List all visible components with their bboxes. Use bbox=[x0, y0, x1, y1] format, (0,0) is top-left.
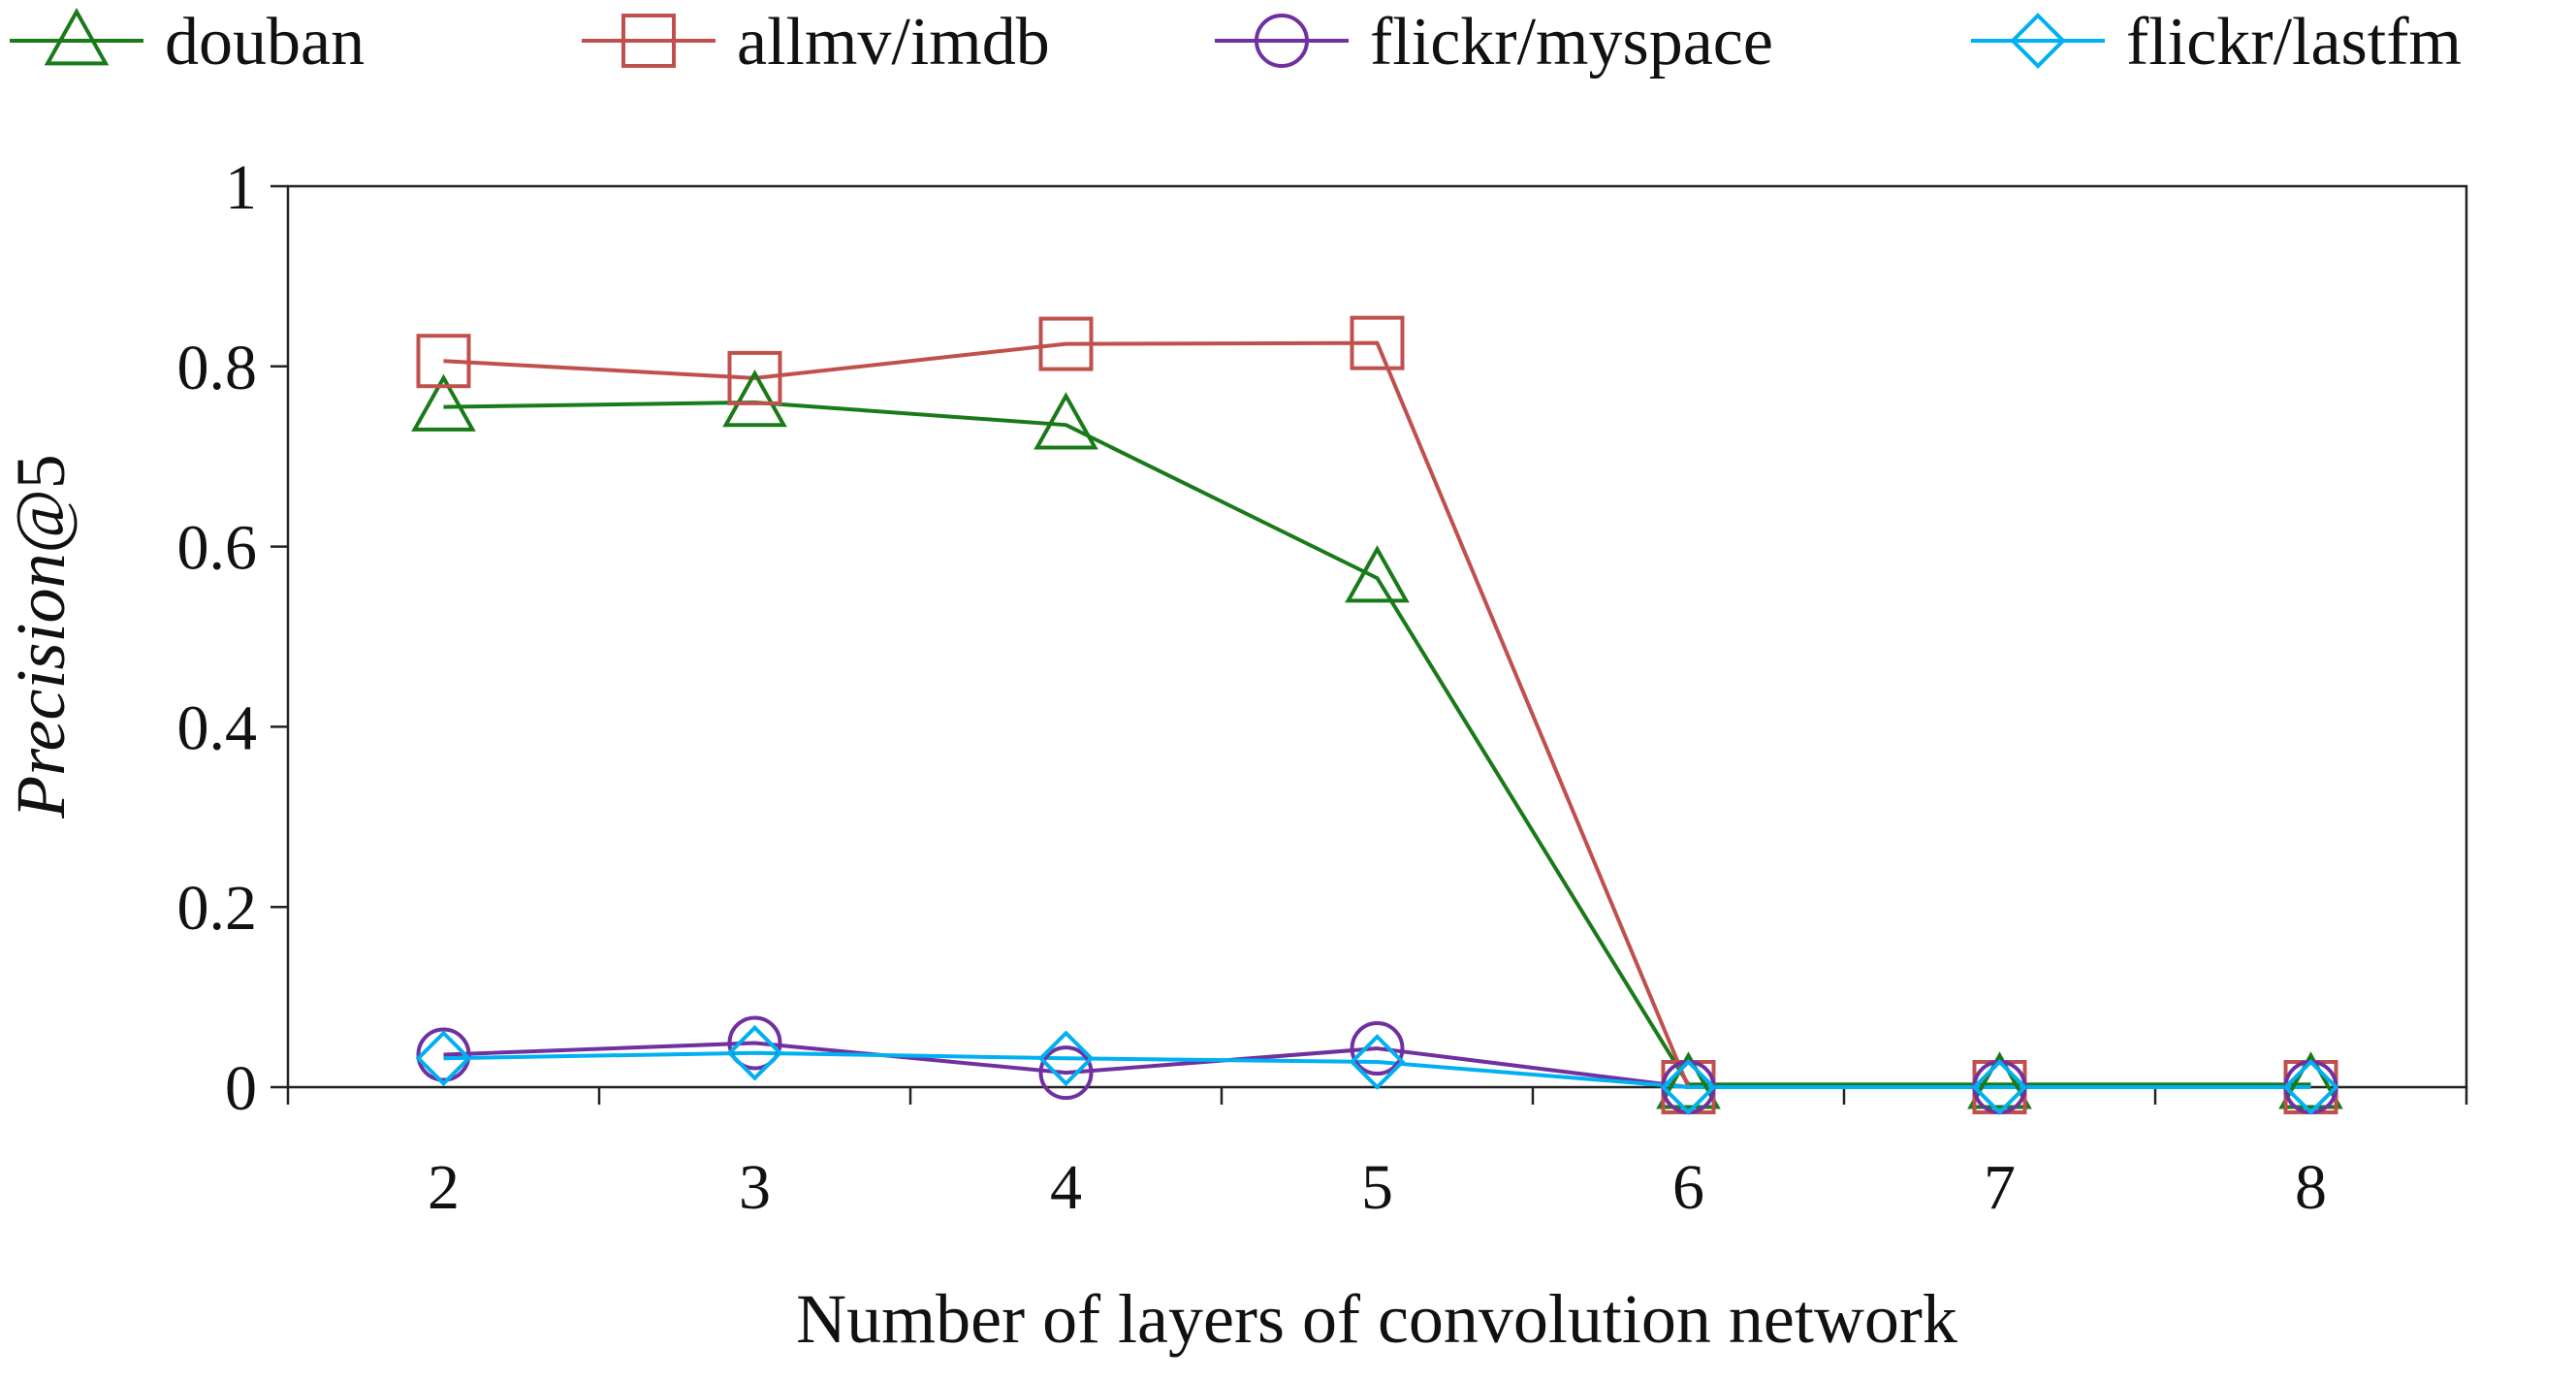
data-point-allmv-imdb bbox=[727, 350, 782, 405]
x-tick-label: 7 bbox=[1984, 1152, 2016, 1223]
legend-marker-douban bbox=[44, 8, 110, 66]
y-axis-title-suffix: @5 bbox=[2, 454, 80, 553]
tick-marks: 0 0.2 0.4 0.6 0.8 1 2 3 4 5 6 7 8 bbox=[177, 152, 2468, 1223]
legend-label-douban: douban bbox=[165, 5, 365, 80]
data-point-allmv-imdb bbox=[1350, 315, 1405, 370]
y-tick-label: 0.8 bbox=[177, 333, 258, 403]
x-tick-label: 5 bbox=[1361, 1152, 1393, 1223]
data-point-flickr-lastfm bbox=[726, 1024, 783, 1081]
data-point-flickr-lastfm bbox=[1037, 1030, 1095, 1087]
data-point-douban bbox=[722, 369, 787, 428]
legend-label-allmv-imdb: allmv/imdb bbox=[737, 5, 1050, 80]
y-tick-label: 1 bbox=[225, 152, 257, 223]
y-axis-title: Precision@5 bbox=[2, 454, 80, 819]
axes bbox=[286, 184, 2468, 1089]
legend-label-flickr-lastfm: flickr/lastfm bbox=[2126, 5, 2462, 80]
x-tick-label: 6 bbox=[1672, 1152, 1704, 1223]
data-point-flickr-myspace bbox=[1038, 1045, 1094, 1101]
data-point-douban bbox=[1967, 1051, 2032, 1109]
series-line-douban bbox=[443, 400, 2311, 1087]
y-tick-label: 0.6 bbox=[177, 513, 258, 584]
legend-marker-flickr-myspace bbox=[1255, 14, 1309, 68]
x-tick-label: 8 bbox=[2295, 1152, 2327, 1223]
data-point-douban bbox=[1656, 1051, 1721, 1109]
data-point-douban bbox=[411, 373, 476, 432]
legend: douban allmv/imdb flickr/myspace flickr/las… bbox=[10, 5, 2462, 80]
data-point-flickr-lastfm bbox=[2282, 1059, 2339, 1115]
series-line-flickr-myspace bbox=[443, 1041, 2311, 1089]
data-point-douban bbox=[1345, 545, 1410, 603]
x-axis-title: Number of layers of convolution network bbox=[796, 1280, 1957, 1358]
plot-frame bbox=[286, 184, 2468, 1089]
data-point-douban bbox=[2278, 1051, 2343, 1109]
x-tick-label: 4 bbox=[1050, 1152, 1082, 1223]
data-point-allmv-imdb bbox=[1038, 316, 1094, 371]
y-axis-title-italic: Precision bbox=[2, 554, 80, 819]
data-point-flickr-myspace bbox=[727, 1015, 782, 1071]
series-line-flickr-lastfm bbox=[443, 1050, 2311, 1089]
series-markers bbox=[411, 315, 2343, 1115]
data-point-allmv-imdb bbox=[416, 334, 471, 389]
series-line-allmv-imdb bbox=[443, 340, 2311, 1089]
legend-marker-allmv-imdb bbox=[621, 14, 676, 68]
y-tick-label: 0.2 bbox=[177, 873, 258, 944]
data-point-flickr-myspace bbox=[416, 1027, 471, 1082]
legend-label-flickr-myspace: flickr/myspace bbox=[1370, 5, 1773, 80]
y-tick-label: 0 bbox=[225, 1053, 257, 1124]
data-point-flickr-lastfm bbox=[1971, 1059, 2028, 1115]
x-tick-label: 2 bbox=[428, 1152, 460, 1223]
legend-marker-flickr-lastfm bbox=[2010, 13, 2066, 69]
data-point-flickr-lastfm bbox=[415, 1030, 472, 1087]
series-lines bbox=[443, 340, 2311, 1089]
data-point-flickr-lastfm bbox=[1349, 1034, 1406, 1090]
data-point-flickr-myspace bbox=[1350, 1021, 1405, 1076]
data-point-flickr-lastfm bbox=[1660, 1059, 1717, 1115]
y-tick-label: 0.4 bbox=[177, 692, 258, 763]
x-tick-label: 3 bbox=[739, 1152, 771, 1223]
data-point-douban bbox=[1034, 392, 1098, 450]
